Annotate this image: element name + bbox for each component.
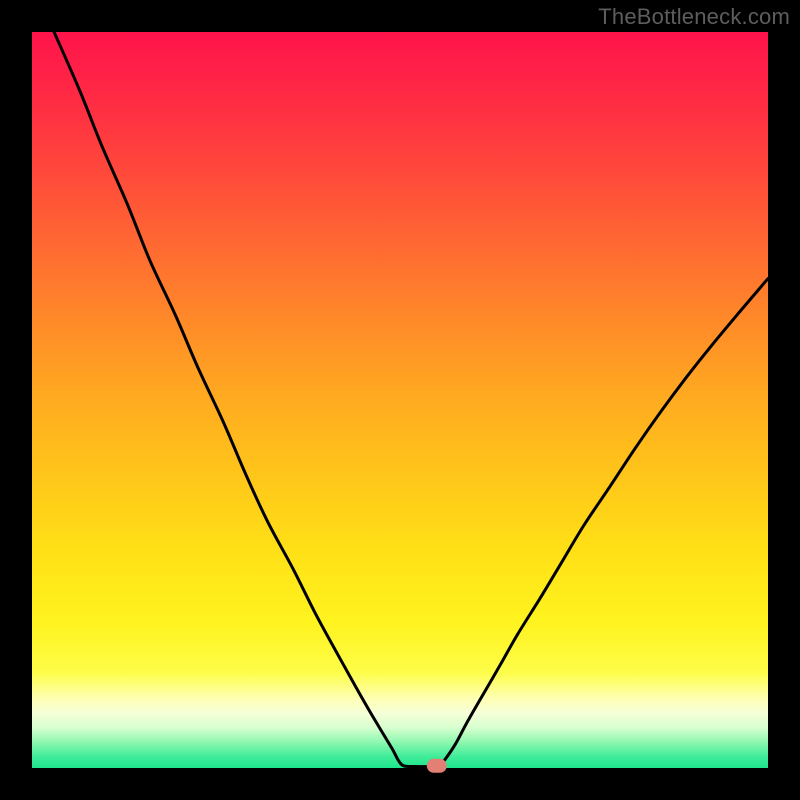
watermark-text: TheBottleneck.com [598, 4, 790, 30]
plot-background [32, 32, 768, 768]
chart-container: TheBottleneck.com [0, 0, 800, 800]
chart-svg [0, 0, 800, 800]
minimum-marker [427, 759, 447, 773]
